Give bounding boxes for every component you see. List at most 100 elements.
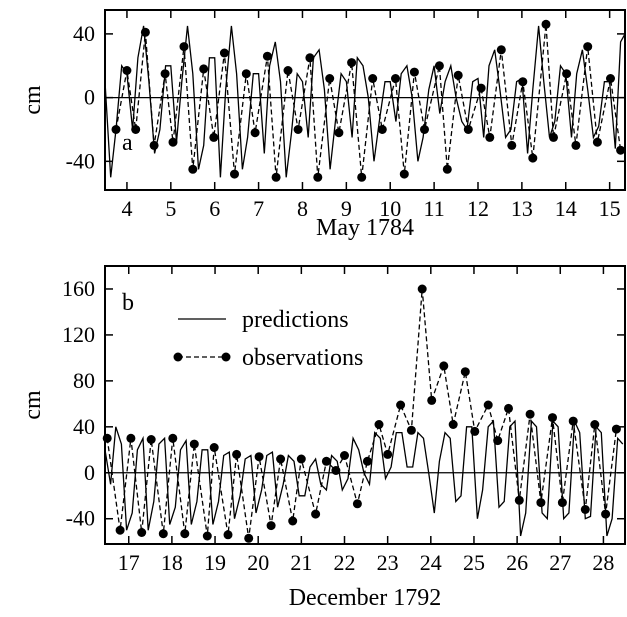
panel-a-y-tick-label: -40	[66, 148, 95, 173]
panel-a-observation-point	[313, 172, 323, 182]
panel-b-x-tick-label: 20	[247, 550, 269, 575]
panel-a-observation-point	[262, 51, 272, 61]
panel-b-observation-point	[288, 516, 298, 526]
panel-b-observation-point	[321, 456, 331, 466]
panel-a-observation-point	[283, 66, 293, 75]
legend-observations-marker-left	[173, 352, 183, 362]
panel-b-legend: predictions observations	[173, 307, 363, 371]
panel-b-observation-point	[362, 456, 372, 466]
panel-a-observations-series	[111, 19, 626, 182]
panel-b-observation-point	[340, 451, 349, 460]
panel-b-x-tick-label: 18	[161, 550, 183, 575]
panel-a-observation-point	[453, 70, 463, 80]
panel-b-observation-point	[396, 400, 406, 410]
panel-a-observation-point	[230, 169, 239, 179]
panel-b-x-ticks: 17 18 19 20 21 22 23 24 25 26 27 28	[118, 266, 614, 575]
panel-a-observation-point	[571, 140, 581, 150]
panel-a-observation-point	[122, 66, 132, 75]
panel-b-observation-point	[244, 533, 254, 543]
panel-a-frame	[104, 9, 626, 191]
panel-b-y-tick-label: 80	[73, 368, 95, 393]
panel-b-observations-line	[106, 288, 618, 539]
panel-b-observation-point	[406, 425, 416, 435]
panel-b-y-axis-label: cm	[20, 390, 46, 420]
panel-b-observation-point	[189, 439, 199, 449]
panel-b-observation-point	[180, 529, 190, 539]
panel-a-observation-point	[485, 132, 495, 142]
panel-b-x-tick-label: 24	[420, 550, 442, 575]
panel-b-frame	[104, 265, 626, 545]
panel-b-observations-series	[102, 284, 621, 543]
panel-b-observation-point	[448, 420, 458, 429]
panel-b-observation-point	[536, 498, 546, 508]
panel-a-observation-point	[250, 128, 260, 138]
panel-a-observation-point	[549, 132, 558, 142]
panel-b-observation-point	[209, 443, 219, 452]
panel-a-observation-point	[140, 27, 150, 37]
panel-b-x-tick-label: 25	[463, 550, 485, 575]
panel-a-observation-point	[334, 128, 344, 138]
panel-b-x-axis-label: December 1792	[289, 585, 442, 611]
panel-b-x-tick-label: 23	[377, 550, 399, 575]
panel-a-x-axis-label: May 1784	[316, 215, 414, 241]
panel-b-y-tick-label: -40	[66, 506, 95, 531]
panel-b-observation-point	[383, 449, 393, 459]
panel-a-observation-point	[476, 83, 486, 93]
panel-a-observation-point	[518, 77, 528, 87]
panel-b-observation-point	[493, 436, 503, 446]
panel-b-x-tick-label: 26	[506, 550, 528, 575]
panel-a-observation-point	[391, 74, 400, 83]
panel-b-observation-point	[417, 284, 427, 294]
panel-b-y-tick-label: 160	[62, 276, 95, 301]
panel-a-observation-point	[541, 19, 551, 29]
panel-a-y-tick-label: 40	[73, 21, 95, 46]
panel-b-observation-point	[374, 420, 384, 429]
panel-a-observation-point	[241, 69, 251, 79]
panel-b-observation-point	[601, 509, 611, 519]
panel-b-observation-point	[568, 416, 578, 426]
panel-a-x-tick-label: 11	[424, 196, 445, 221]
legend-entry-predictions: predictions	[178, 307, 349, 333]
panel-b-observation-point	[352, 499, 362, 509]
panel-a-x-tick-label: 12	[467, 196, 489, 221]
panel-b-observation-point	[137, 528, 147, 537]
panel-b-x-tick-label: 28	[592, 550, 614, 575]
panel-b-y-ticks: -40 0 40 80 120 160	[62, 276, 625, 531]
legend-entry-observations: observations	[173, 345, 363, 371]
panel-a-observation-point	[209, 132, 219, 142]
panel-b-observation-point	[115, 525, 125, 535]
panel-b-observation-point	[331, 466, 341, 475]
panel-a-observation-point	[606, 74, 615, 83]
panel-b-observation-point	[223, 530, 233, 540]
panel-b-observation-point	[439, 361, 449, 371]
panel-a-observation-point	[496, 45, 506, 55]
panel-b-x-tick-label: 19	[204, 550, 226, 575]
panel-b-x-tick-label: 17	[118, 550, 140, 575]
panel-a-x-tick-label: 13	[511, 196, 533, 221]
panel-b-observation-point	[296, 454, 306, 464]
panel-a-x-ticks: 4 5 6 7 8 9 10 11 12 13 14 15	[121, 10, 621, 221]
panel-a-x-tick-label: 7	[253, 196, 264, 221]
panel-a-x-tick-label: 6	[209, 196, 220, 221]
panel-a-observation-point	[149, 140, 159, 150]
panel-a-y-axis-label: cm	[20, 85, 46, 115]
panel-b-y-tick-label: 120	[62, 322, 95, 347]
panel-a-observation-point	[293, 125, 303, 134]
panel-b-observation-point	[470, 426, 480, 436]
panel-a-observation-point	[507, 140, 517, 150]
panel-a-observation-point	[357, 172, 367, 182]
panel-b-observation-point	[590, 420, 600, 429]
panel-a-observation-point	[347, 58, 357, 68]
panel-b-observation-point	[483, 400, 493, 410]
panel-b-observation-point	[168, 433, 178, 443]
panel-a-x-tick-label: 9	[341, 196, 352, 221]
panel-a-observation-point	[188, 164, 198, 174]
panel-a-observation-point	[409, 67, 419, 77]
panel-a-x-tick-label: 15	[599, 196, 621, 221]
panel-a: 4 5 6 7 8 9 10 11 12 13 14 15 -40 0 40 a cm May 1784	[20, 9, 626, 241]
panel-a-letter: a	[122, 130, 133, 156]
panel-b-observation-point	[460, 367, 470, 377]
panel-b-observation-point	[276, 454, 286, 464]
panel-a-observation-point	[325, 74, 335, 83]
